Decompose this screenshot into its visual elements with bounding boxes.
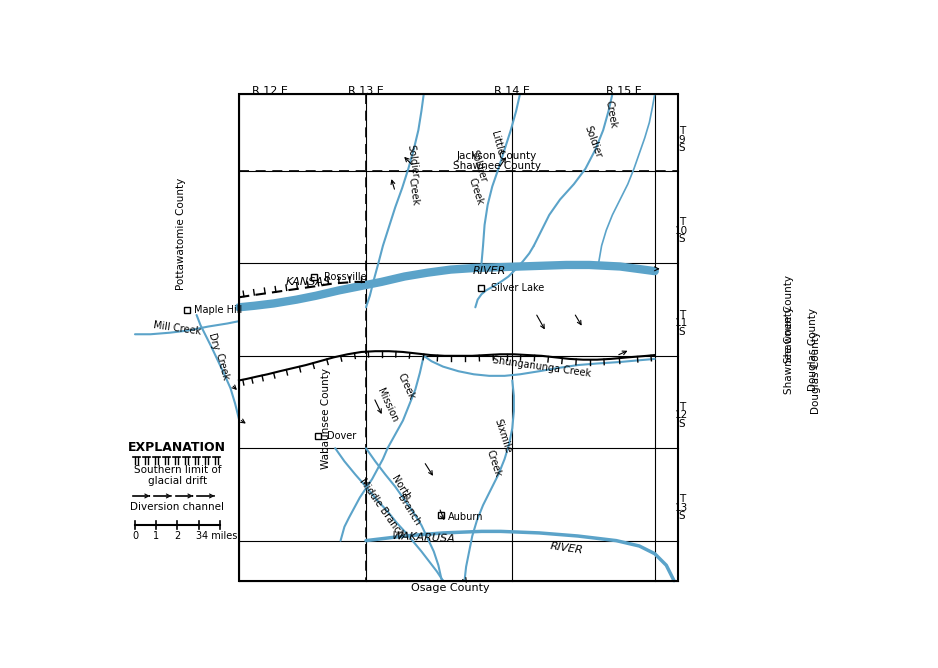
Text: Soldier: Soldier: [405, 144, 419, 178]
Text: Silver Lake: Silver Lake: [491, 283, 544, 293]
Text: Diversion channel: Diversion channel: [130, 502, 224, 512]
Text: Dry: Dry: [206, 332, 220, 351]
Text: 9: 9: [678, 135, 685, 145]
Text: glacial drift: glacial drift: [148, 476, 207, 486]
Text: T: T: [678, 402, 685, 412]
Text: T: T: [678, 310, 685, 319]
Text: Osage County: Osage County: [412, 582, 490, 593]
Text: Pottawatomie County: Pottawatomie County: [176, 178, 187, 291]
Text: 3: 3: [195, 531, 202, 541]
Text: T: T: [678, 126, 685, 136]
Text: RIVER: RIVER: [549, 541, 583, 556]
Text: R 13 E: R 13 E: [348, 86, 384, 96]
Text: Mission: Mission: [375, 387, 400, 424]
Text: North: North: [389, 474, 412, 502]
Text: T: T: [678, 217, 685, 227]
Text: 4 miles: 4 miles: [202, 531, 237, 541]
Text: T: T: [678, 494, 685, 504]
Text: R 15 E: R 15 E: [606, 86, 642, 96]
Text: KANSAS: KANSAS: [286, 277, 331, 287]
Text: 2: 2: [174, 531, 180, 541]
Text: Douglas County: Douglas County: [808, 308, 818, 391]
Text: Little: Little: [489, 130, 505, 156]
Text: Middle Branch: Middle Branch: [357, 476, 405, 539]
Text: WAKARUSA: WAKARUSA: [392, 531, 456, 544]
Text: S: S: [678, 419, 685, 429]
Text: Shunganunga Creek: Shunganunga Creek: [492, 355, 591, 379]
Text: Southern limit of: Southern limit of: [133, 465, 221, 475]
Text: Creek: Creek: [466, 177, 484, 206]
Text: S: S: [678, 327, 685, 337]
Bar: [239, 94, 678, 580]
Text: Sixmile: Sixmile: [492, 418, 513, 454]
Text: Auburn: Auburn: [447, 512, 483, 522]
Text: Douglas County: Douglas County: [811, 331, 822, 414]
Text: EXPLANATION: EXPLANATION: [129, 440, 226, 454]
Text: Shawnee County: Shawnee County: [784, 306, 794, 393]
Text: Mill Creek: Mill Creek: [153, 320, 202, 337]
Text: 10: 10: [675, 226, 688, 236]
Text: S: S: [678, 234, 685, 244]
Text: R 14 E: R 14 E: [494, 86, 530, 96]
Text: Branch: Branch: [395, 492, 422, 527]
Text: Jackson County: Jackson County: [457, 150, 537, 160]
Text: S: S: [678, 144, 685, 153]
Text: Wabaunsee County: Wabaunsee County: [321, 369, 331, 470]
Text: Shawnee County: Shawnee County: [453, 162, 541, 172]
Text: R 12 E: R 12 E: [251, 86, 288, 96]
Text: 13: 13: [675, 503, 688, 513]
Text: Dover: Dover: [327, 431, 356, 441]
Text: Shawnee County: Shawnee County: [784, 275, 794, 363]
Text: Creek: Creek: [603, 100, 618, 130]
Text: Maple Hill: Maple Hill: [193, 305, 242, 315]
Text: Soldier: Soldier: [582, 124, 603, 159]
Text: 1: 1: [153, 531, 159, 541]
Text: 12: 12: [675, 411, 688, 420]
Text: Creek: Creek: [485, 449, 503, 478]
Text: Rossville: Rossville: [324, 271, 366, 281]
Text: Creek: Creek: [396, 372, 416, 401]
Text: RIVER: RIVER: [473, 266, 506, 276]
Text: Creek: Creek: [407, 177, 420, 206]
Text: Soldier: Soldier: [468, 149, 489, 184]
Text: 0: 0: [132, 531, 138, 541]
Text: 11: 11: [675, 318, 688, 328]
Text: Creek: Creek: [214, 352, 231, 381]
Text: S: S: [678, 512, 685, 521]
